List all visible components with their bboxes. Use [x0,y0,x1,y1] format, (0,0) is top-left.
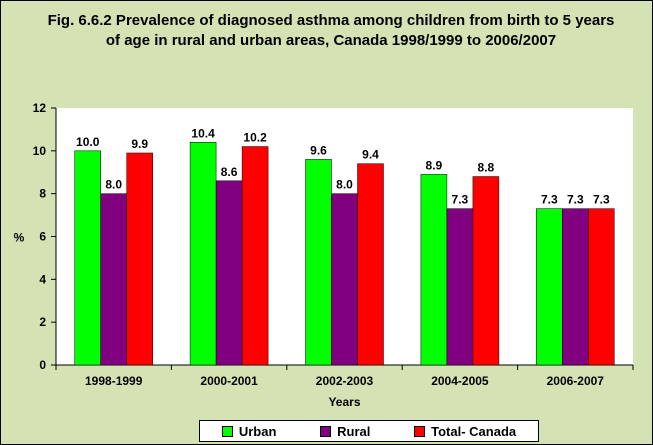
data-label: 8.0 [105,178,122,192]
data-label: 8.8 [478,161,495,175]
bar [74,150,101,366]
y-axis-title: % [14,231,25,245]
legend-item: Rural [320,424,370,439]
data-label: 7.3 [541,193,558,207]
y-tick-label: 0 [39,358,46,372]
legend-label: Total- Canada [431,423,517,439]
bar [100,193,127,366]
bar [588,208,615,366]
data-label: 8.9 [426,158,443,172]
data-label: 9.6 [310,143,327,157]
legend-swatch [320,425,332,437]
chart-title: Fig. 6.6.2 Prevalence of diagnosed asthm… [47,12,615,49]
x-tick-label: 2002-2003 [316,374,374,388]
bar [562,208,589,366]
legend-item: Urban [221,423,277,439]
legend-swatch [221,425,233,437]
data-label: 10.4 [191,126,215,140]
y-tick-label: 6 [39,230,46,244]
y-tick-label: 8 [39,187,46,201]
data-label: 7.3 [452,193,469,207]
data-label: 10.0 [76,135,100,149]
x-tick-label: 1998-1999 [85,374,143,388]
bar [215,180,243,366]
data-label: 9.9 [131,137,148,151]
bar [126,152,153,366]
legend: Urban Rural Total- Canada [199,420,539,442]
x-tick-label: 2004-2005 [431,374,489,388]
legend-swatch [414,425,426,437]
bar [241,146,269,366]
data-label: 8.0 [336,178,353,192]
bar [357,163,384,366]
y-tick-label: 4 [39,272,46,286]
bar [446,208,474,366]
bar [536,208,563,366]
bar [331,193,358,366]
bar [189,142,217,366]
x-axis-title: Years [328,395,360,409]
x-tick-label: 2006-2007 [547,374,605,388]
y-tick-label: 12 [33,101,47,115]
x-tick-label: 2000-2001 [200,374,258,388]
bar [305,159,332,366]
data-label: 7.3 [567,193,584,207]
data-label: 8.6 [221,165,238,179]
data-label: 10.2 [243,131,267,145]
data-label: 9.4 [362,148,379,162]
bar [472,176,500,366]
legend-item: Total- Canada [414,424,516,439]
y-tick-label: 2 [39,315,46,329]
data-label: 7.3 [593,193,610,207]
y-tick-label: 10 [33,144,47,158]
legend-label: Urban [238,423,277,439]
legend-label: Rural [337,423,371,439]
bar [420,174,448,366]
